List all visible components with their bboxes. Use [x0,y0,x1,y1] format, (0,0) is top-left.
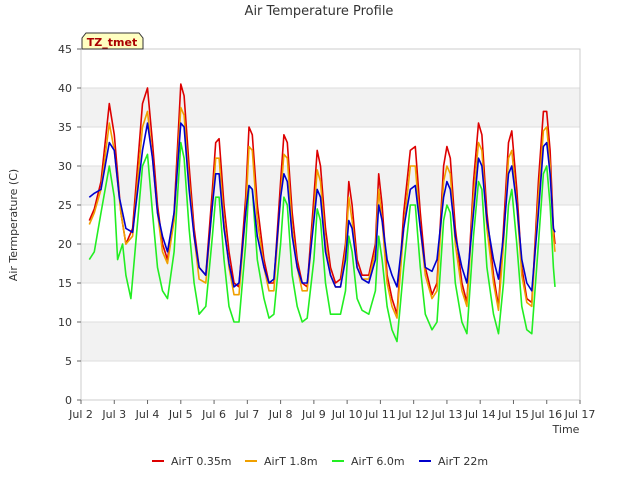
y-tick-label: 15 [58,277,72,290]
legend-label: AirT 1.8m [264,455,318,468]
series-line-3 [88,141,556,343]
chart-title: Air Temperature Profile [245,4,394,19]
series-line-4 [88,122,556,292]
legend-item-2: AirT 1.8m [245,455,318,468]
y-tick-label: 10 [58,316,72,329]
y-tick-label: 5 [65,355,72,368]
site-badge: TZ_tmet [81,32,144,50]
legend-label: AirT 0.35m [171,455,232,468]
x-tick-label: Jul 8 [268,408,293,421]
badge-label: TZ_tmet [87,36,137,49]
legend: AirT 0.35m AirT 1.8m AirT 6.0m AirT 22m [152,455,488,468]
x-axis-label: Time [552,423,580,436]
x-tick-label: Jul 13 [431,408,463,421]
legend-label: AirT 6.0m [351,455,405,468]
x-tick-label: Jul 9 [301,408,326,421]
x-tick-label: Jul 6 [201,408,226,421]
series-layer [88,83,556,343]
y-tick-label: 40 [58,82,72,95]
badge-box [81,32,144,50]
grid-band [81,88,580,127]
y-tick-label: 25 [58,199,72,212]
x-tick-label: Jul 3 [101,408,126,421]
legend-item-3: AirT 6.0m [332,455,405,468]
y-tick-label: 0 [65,394,72,407]
y-tick-label: 45 [58,43,72,56]
x-axis: Jul 2 Jul 3 Jul 4 Jul 5 Jul 6 Jul 7 Jul 8 Jul 9… [68,400,595,421]
x-tick-label: Jul 12 [397,408,429,421]
x-tick-label: Jul 16 [530,408,562,421]
plot-frame [80,48,581,401]
x-tick-label: Jul 2 [68,408,93,421]
legend-label: AirT 22m [438,455,488,468]
grid-band [81,166,580,205]
y-axis: 0 5 10 15 20 25 30 35 40 45 [58,43,81,407]
grid-band [81,322,580,361]
x-tick-label: Jul 7 [234,408,259,421]
legend-item-1: AirT 0.35m [152,455,232,468]
x-tick-label: Jul 10 [331,408,363,421]
x-tick-label: Jul 5 [168,408,193,421]
y-tick-label: 20 [58,238,72,251]
legend-item-4: AirT 22m [419,455,488,468]
x-tick-label: Jul 15 [497,408,529,421]
x-tick-label: Jul 11 [364,408,396,421]
y-tick-label: 30 [58,160,72,173]
x-tick-label: Jul 4 [135,408,160,421]
x-tick-label: Jul 17 [564,408,596,421]
x-tick-label: Jul 14 [464,408,496,421]
series-line-1 [88,83,556,315]
y-tick-label: 35 [58,121,72,134]
y-axis-label: Air Termperature (C) [7,169,20,281]
